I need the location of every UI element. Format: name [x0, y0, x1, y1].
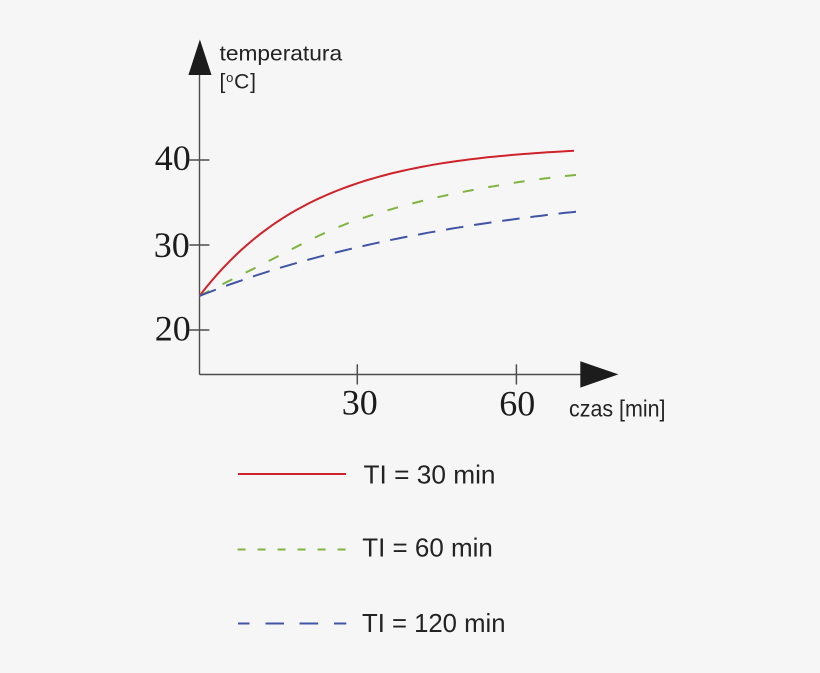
svg-text:temperatura: temperatura — [220, 43, 343, 66]
svg-text:30: 30 — [342, 383, 378, 423]
svg-text:TI = 60 min: TI = 60 min — [362, 533, 493, 563]
svg-text:60: 60 — [499, 383, 535, 423]
svg-text:TI = 120 min: TI = 120 min — [362, 608, 506, 638]
svg-text:czas [min]: czas [min] — [569, 396, 666, 422]
svg-text:[oC]: [oC] — [220, 70, 257, 94]
svg-text:40: 40 — [155, 138, 191, 178]
svg-text:20: 20 — [155, 308, 191, 348]
svg-text:30: 30 — [154, 225, 190, 265]
svg-text:TI = 30 min: TI = 30 min — [364, 459, 496, 489]
